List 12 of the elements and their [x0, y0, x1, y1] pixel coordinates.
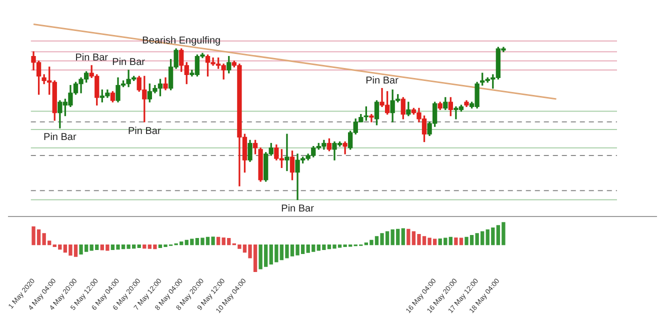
text: Pin Bar [281, 204, 315, 215]
annotation: Pin Bar [75, 52, 109, 64]
annotation: Pin Bar [44, 132, 77, 144]
annotation: Pin Bar [112, 57, 146, 68]
annotation: Pin Bar [128, 126, 162, 137]
bar [448, 236, 452, 246]
bar [216, 236, 220, 246]
annotation: Pin Bar [366, 75, 400, 86]
bar [137, 244, 141, 248]
bar [401, 228, 405, 246]
bar [142, 244, 146, 249]
candlestick [284, 134, 290, 172]
